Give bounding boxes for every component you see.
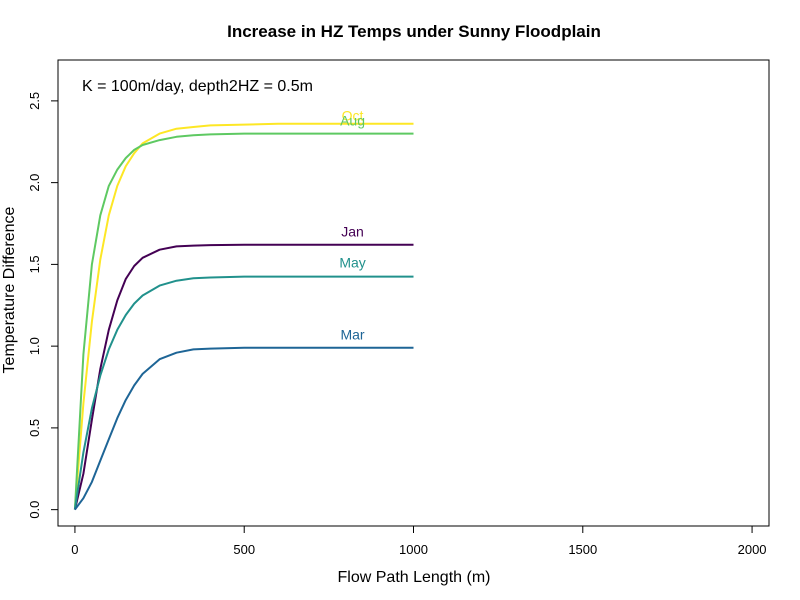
x-tick-label: 0: [71, 542, 78, 557]
series-label-mar: Mar: [340, 327, 364, 343]
chart-title: Increase in HZ Temps under Sunny Floodpl…: [227, 22, 601, 41]
series-line-oct: [73, 122, 414, 510]
series-label-may: May: [339, 255, 365, 271]
y-tick-label: 1.0: [27, 337, 42, 355]
series-line-aug: [73, 132, 414, 510]
x-tick-label: 1000: [399, 542, 428, 557]
series-label-aug: Aug: [340, 112, 365, 128]
y-tick-label: 0.0: [27, 501, 42, 519]
x-tick-label: 1500: [568, 542, 597, 557]
y-tick-label: 2.5: [27, 92, 42, 110]
x-tick-label: 2000: [738, 542, 767, 557]
chart-annotation: K = 100m/day, depth2HZ = 0.5m: [82, 78, 313, 95]
series-line-may: [73, 275, 414, 510]
series-label-jan: Jan: [341, 224, 364, 240]
y-tick-label: 0.5: [27, 419, 42, 437]
plot-frame: [57, 59, 770, 527]
x-tick-label: 500: [233, 542, 255, 557]
series-line-jan: [73, 243, 414, 510]
x-axis-label: Flow Path Length (m): [338, 569, 491, 586]
y-tick-label: 2.0: [27, 174, 42, 192]
x-axis: 0 500 1000 1500 2000: [71, 525, 767, 557]
series-line-mar: [74, 346, 414, 511]
y-axis-label: Temperature Difference: [1, 206, 18, 373]
series-label-oct: Oct: [342, 107, 364, 123]
y-tick-label: 1.5: [27, 255, 42, 273]
y-axis: 0.0 0.5 1.0 1.5 2.0 2.5: [27, 92, 59, 519]
